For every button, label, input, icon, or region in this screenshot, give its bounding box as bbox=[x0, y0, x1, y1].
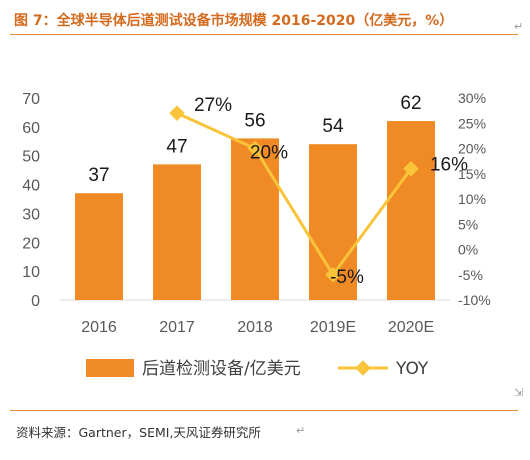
paragraph-mark: ↵ bbox=[296, 424, 306, 437]
x-tick-label: 2017 bbox=[159, 319, 195, 336]
right-tick-label: 15% bbox=[458, 166, 486, 182]
x-tick-label: 2019E bbox=[310, 319, 356, 336]
left-tick-label: 0 bbox=[31, 293, 40, 310]
yoy-value-label: 16% bbox=[430, 155, 468, 176]
left-tick-label: 10 bbox=[22, 264, 40, 281]
bar bbox=[153, 164, 201, 300]
right-tick-label: 5% bbox=[458, 216, 478, 232]
bar-value-label: 37 bbox=[88, 165, 109, 186]
bar-data-labels: 37 47 56 54 62 bbox=[88, 93, 421, 186]
left-tick-label: 70 bbox=[22, 91, 40, 108]
yoy-value-label: 27% bbox=[194, 95, 232, 116]
resize-mark: ⇲ bbox=[514, 386, 524, 399]
left-tick-label: 40 bbox=[22, 178, 40, 195]
right-tick-label: 30% bbox=[458, 90, 486, 106]
left-axis: 0 10 20 30 40 50 60 70 bbox=[22, 91, 40, 310]
left-tick-label: 20 bbox=[22, 235, 40, 252]
right-tick-label: 0% bbox=[458, 242, 478, 258]
bar-value-label: 47 bbox=[166, 136, 187, 157]
yoy-line-series bbox=[169, 105, 419, 283]
bar-value-label: 54 bbox=[322, 116, 344, 137]
chart: 0 10 20 30 40 50 60 70 -10% -5% 0% 5% 10% 15% 20% 25% 3… bbox=[22, 90, 491, 379]
right-tick-label: -10% bbox=[458, 292, 491, 308]
right-tick-label: 20% bbox=[458, 141, 486, 157]
legend-marker-line bbox=[355, 360, 371, 376]
legend-label-bars: 后道检测设备/亿美元 bbox=[142, 359, 301, 379]
yoy-value-label: 20% bbox=[250, 143, 288, 164]
left-tick-label: 60 bbox=[22, 120, 40, 137]
right-axis: -10% -5% 0% 5% 10% 15% 20% 25% 30% bbox=[458, 90, 491, 308]
x-axis: 2016 2017 2018 2019E 2020E bbox=[81, 319, 434, 336]
x-tick-label: 2018 bbox=[237, 319, 273, 336]
paragraph-mark: ↵ bbox=[514, 20, 524, 33]
bar-series bbox=[75, 121, 435, 300]
yoy-point bbox=[169, 105, 185, 121]
bar bbox=[387, 121, 435, 300]
bottom-rule bbox=[10, 410, 518, 411]
x-tick-label: 2020E bbox=[388, 319, 434, 336]
x-tick-label: 2016 bbox=[81, 319, 117, 336]
legend-swatch-bars bbox=[86, 359, 134, 377]
left-tick-label: 50 bbox=[22, 149, 40, 166]
bar bbox=[231, 138, 279, 300]
bar-value-label: 62 bbox=[400, 93, 421, 114]
right-tick-label: 10% bbox=[458, 191, 486, 207]
bar-value-label: 56 bbox=[244, 110, 265, 131]
right-tick-label: 25% bbox=[458, 115, 486, 131]
legend: 后道检测设备/亿美元 YOY bbox=[86, 359, 429, 379]
top-rule bbox=[10, 34, 518, 35]
legend-label-line: YOY bbox=[395, 359, 429, 379]
right-tick-label: -5% bbox=[458, 267, 483, 283]
left-tick-label: 30 bbox=[22, 206, 40, 223]
yoy-data-labels: 27% 20% -5% 16% bbox=[194, 95, 468, 288]
source-note: 资料来源：Gartner，SEMI,天风证券研究所 bbox=[16, 425, 261, 440]
figure-title: 图 7：全球半导体后道测试设备市场规模 2016-2020（亿美元，%） bbox=[14, 13, 454, 29]
yoy-line bbox=[176, 111, 413, 277]
bar bbox=[75, 193, 123, 300]
yoy-value-label: -5% bbox=[330, 267, 364, 288]
